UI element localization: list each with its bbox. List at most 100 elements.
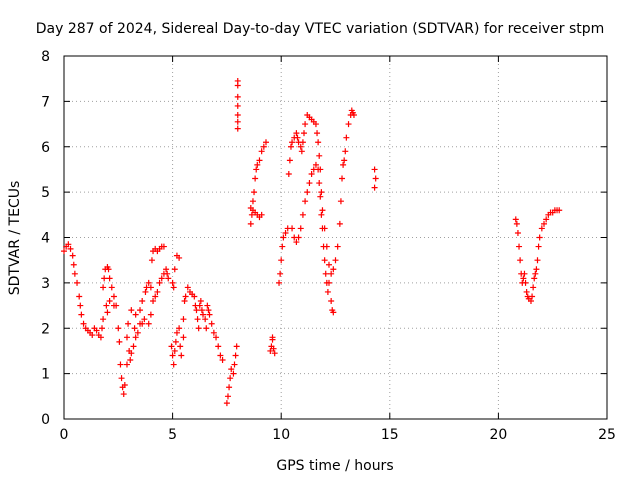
data-point [529, 293, 536, 300]
y-axis-label: SDTVAR / TECUs [7, 181, 23, 296]
data-point [116, 338, 123, 345]
data-point [543, 216, 550, 223]
data-point [80, 320, 87, 327]
data-point [219, 357, 226, 364]
data-point [289, 225, 296, 232]
data-point [297, 143, 304, 150]
data-point [196, 302, 203, 309]
data-point [178, 352, 185, 359]
data-point [215, 343, 222, 350]
data-point [181, 298, 188, 305]
y-tick-label: 3 [41, 276, 50, 292]
data-point [342, 148, 349, 155]
data-point [270, 345, 277, 352]
data-points [61, 77, 563, 407]
data-point [71, 270, 78, 277]
data-point [293, 239, 300, 246]
data-point [279, 243, 286, 250]
x-axis-label: GPS time / hours [276, 458, 393, 474]
data-point [213, 334, 220, 341]
data-point [115, 325, 122, 332]
data-point [304, 189, 311, 196]
plot-frame [63, 55, 608, 420]
data-point [299, 211, 306, 218]
data-point [89, 332, 96, 339]
data-point [169, 352, 176, 359]
data-point [277, 270, 284, 277]
data-point [278, 257, 285, 264]
data-point [323, 243, 330, 250]
data-point [249, 198, 256, 205]
data-point [350, 111, 357, 118]
data-point [533, 266, 540, 273]
data-point [514, 229, 521, 236]
data-point [93, 327, 100, 334]
data-point [123, 334, 130, 341]
data-point [297, 225, 304, 232]
data-point [334, 243, 341, 250]
data-point [141, 316, 148, 323]
data-point [289, 139, 296, 146]
data-point [321, 225, 328, 232]
data-point [276, 279, 283, 286]
data-point [224, 393, 231, 400]
data-point [61, 248, 67, 255]
data-point [248, 211, 255, 218]
data-point [343, 134, 350, 141]
data-point [226, 384, 233, 391]
data-point [182, 293, 189, 300]
data-point [234, 111, 241, 118]
data-point [203, 325, 210, 332]
data-point [227, 375, 234, 382]
data-point [147, 284, 154, 291]
data-point [191, 293, 198, 300]
data-point [228, 366, 235, 373]
data-point [101, 275, 108, 282]
data-point [234, 102, 241, 109]
data-point [298, 148, 305, 155]
data-point [318, 211, 325, 218]
data-point [164, 270, 171, 277]
chart-title: Day 287 of 2024, Sidereal Day-to-day VTE… [36, 21, 605, 37]
data-point [180, 334, 187, 341]
data-point [130, 343, 137, 350]
data-point [176, 325, 183, 332]
y-tick-label: 8 [41, 49, 50, 65]
data-point [208, 320, 215, 327]
data-point [312, 121, 319, 128]
x-tick-label: 15 [381, 427, 399, 443]
data-point [197, 298, 204, 305]
x-tick-labels: 0 5 10 15 20 25 [60, 427, 616, 443]
data-point [287, 143, 294, 150]
data-point [247, 220, 254, 227]
data-point [253, 166, 260, 173]
data-point [171, 266, 178, 273]
data-point [76, 293, 83, 300]
data-point [152, 293, 159, 300]
data-point [210, 329, 217, 336]
data-point [154, 288, 161, 295]
data-point [180, 316, 187, 323]
data-point [125, 320, 132, 327]
data-point [137, 307, 144, 314]
data-point [302, 121, 309, 128]
data-point [282, 229, 289, 236]
data-point [105, 266, 112, 273]
data-point [339, 175, 346, 182]
data-point [314, 130, 321, 137]
data-point [372, 175, 379, 182]
data-point [204, 302, 211, 309]
data-point [170, 361, 177, 368]
axis-ticks [63, 55, 608, 420]
data-point [513, 220, 520, 227]
data-point [267, 347, 274, 354]
data-point [512, 216, 519, 223]
data-point [341, 157, 348, 164]
data-point [202, 316, 209, 323]
data-point [148, 257, 155, 264]
data-point [231, 361, 238, 368]
data-point [371, 166, 378, 173]
data-point [522, 279, 529, 286]
y-tick-label: 0 [41, 412, 50, 428]
data-point [118, 375, 125, 382]
